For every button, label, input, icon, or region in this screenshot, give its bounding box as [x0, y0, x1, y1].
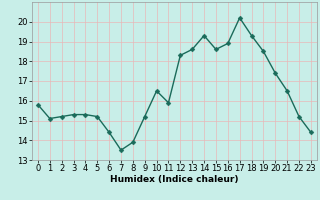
X-axis label: Humidex (Indice chaleur): Humidex (Indice chaleur) — [110, 175, 239, 184]
